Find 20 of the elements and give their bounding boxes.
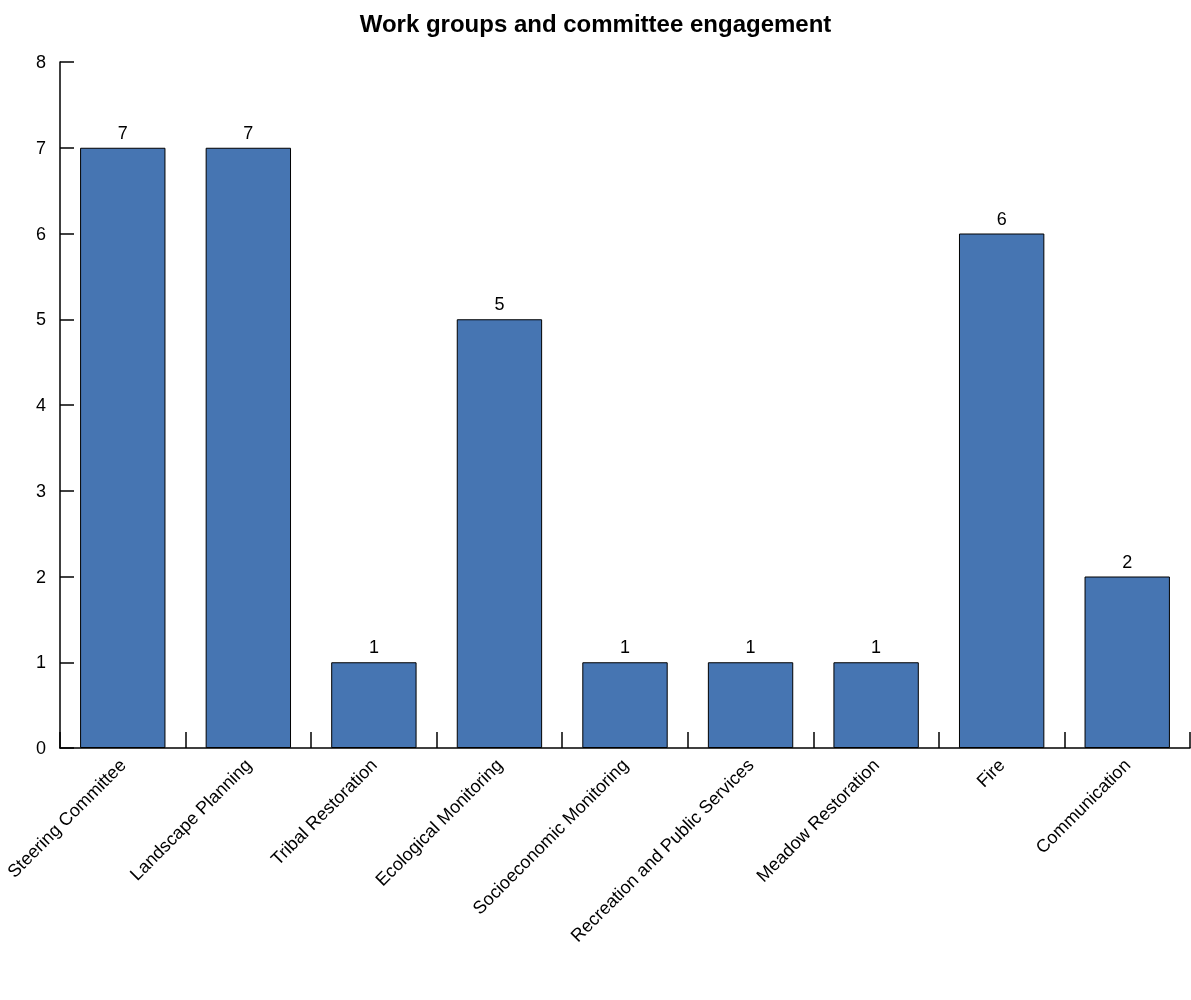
y-tick-label: 4 bbox=[35, 395, 46, 415]
data-label: 2 bbox=[1122, 551, 1133, 572]
y-tick-label: 1 bbox=[35, 652, 46, 673]
y-tick-label: 3 bbox=[35, 480, 46, 501]
chart-title: Work groups and committee engagement bbox=[359, 9, 832, 37]
data-label: 6 bbox=[996, 208, 1007, 229]
data-label: 5 bbox=[494, 294, 505, 315]
data-label: 7 bbox=[117, 122, 128, 143]
x-tick-label: Fire bbox=[972, 754, 1009, 791]
data-label: 1 bbox=[619, 637, 631, 658]
y-tick-label: 0 bbox=[35, 738, 46, 758]
y-tick-label: 2 bbox=[35, 566, 46, 587]
y-tick-label: 6 bbox=[35, 223, 46, 244]
y-tick-label: 5 bbox=[35, 309, 46, 330]
data-label: 7 bbox=[243, 122, 254, 143]
data-label: 1 bbox=[871, 637, 882, 658]
data-label: 1 bbox=[745, 637, 756, 658]
y-tick-label: 7 bbox=[35, 137, 46, 158]
y-tick-label: 8 bbox=[35, 52, 46, 72]
data-label: 1 bbox=[368, 637, 379, 658]
